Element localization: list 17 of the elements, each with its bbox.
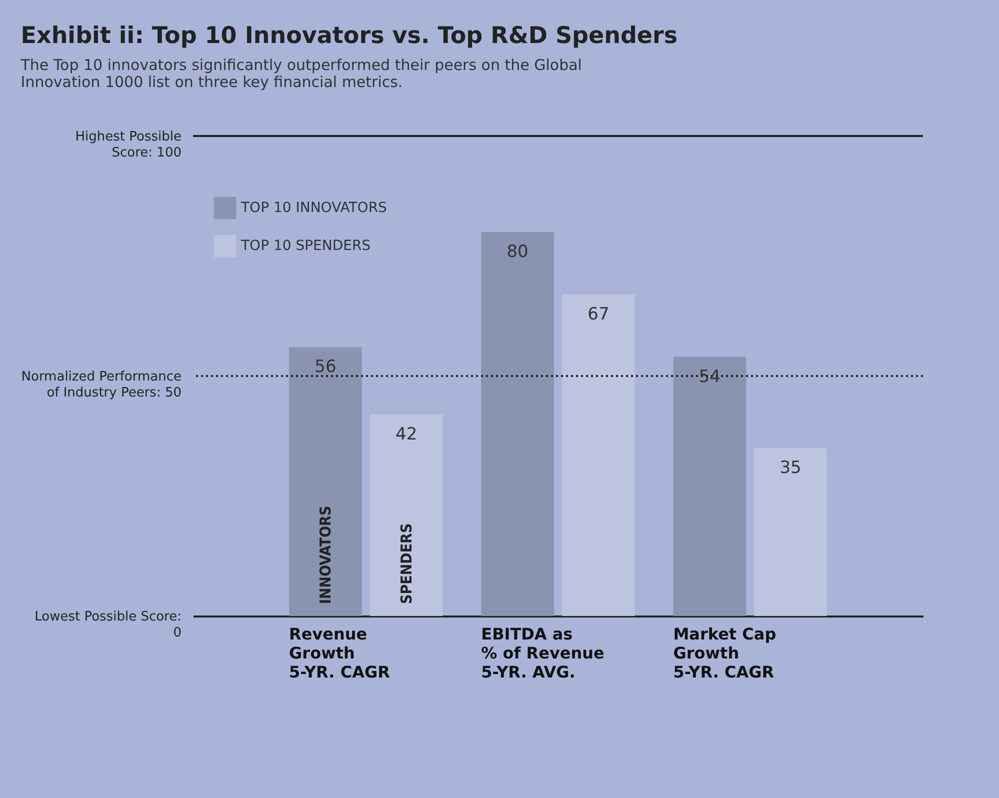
chart-subtitle: The Top 10 innovators significantly outperformed their peers on the Global Innovation 1000 list on three key financial metrics. (20, 56, 582, 91)
legend-label: TOP 10 SPENDERS (240, 238, 371, 254)
annotation: INNOVATORS (316, 506, 334, 604)
data-label: 35 (780, 458, 802, 478)
data-label: 80 (506, 242, 528, 262)
data-label: 67 (588, 304, 610, 324)
data-label: 56 (314, 357, 336, 378)
y-tick-label: Lowest Possible Score: 0 (34, 610, 182, 640)
x-tick-label: Market Cap Growth 5-YR. CAGR (673, 624, 776, 682)
data-label: 42 (396, 424, 418, 444)
x-tick-label: EBITDA as % of Revenue 5-YR. AVG. (481, 624, 605, 682)
chart-title: Exhibit ii: Top 10 Innovators vs. Top R&D Spenders (20, 23, 678, 49)
annotation: SPENDERS (397, 523, 416, 604)
legend-label: TOP 10 INNOVATORS (240, 200, 388, 216)
y-tick-label: Normalized Performance of Industry Peers: 50 (21, 370, 182, 400)
x-tick-label: Revenue Growth 5-YR. CAGR (289, 624, 390, 682)
y-tick-label: Highest Possible Score: 100 (75, 130, 182, 160)
